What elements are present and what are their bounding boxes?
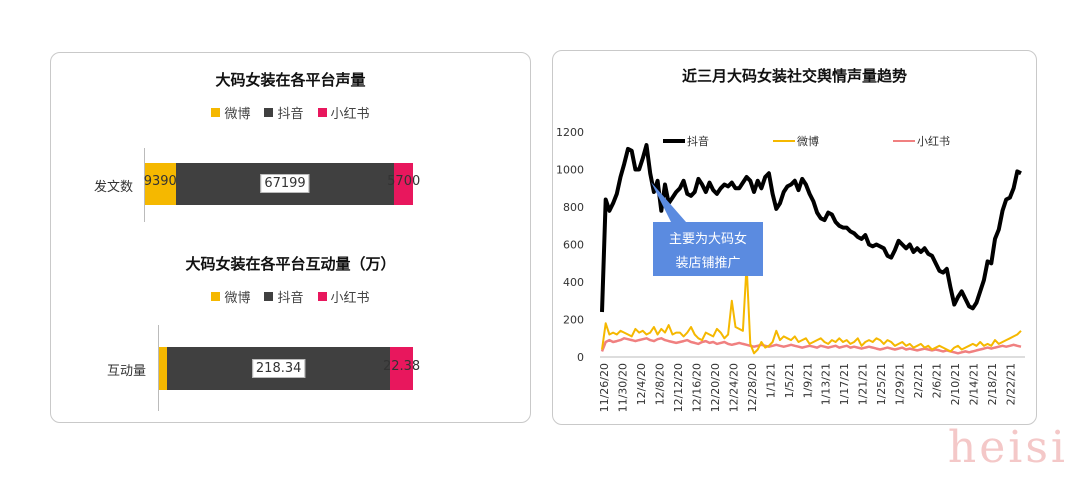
xhs-value-label: 22.38 (382, 358, 421, 374)
volume-chart-legend: 微博 抖音 小红书 (51, 103, 530, 122)
x-tick-label: 1/1/21 (764, 363, 777, 398)
legend-swatch (211, 108, 221, 117)
y-tick-label: 1000 (556, 164, 584, 177)
trend-line-chart: 0 200 400 600 800 1000 1200 11/26/20 11/30/20 12/… (556, 126, 1025, 412)
x-tick-label: 11/30/20 (616, 363, 629, 412)
douyin-value-label: 67199 (260, 174, 310, 193)
legend-item-weibo: 微博 (211, 287, 250, 306)
legend-label: 小红书 (330, 291, 370, 306)
series-line-douyin (600, 143, 1022, 313)
x-tick-label: 1/21/21 (857, 363, 870, 405)
y-tick-label: 0 (577, 351, 584, 364)
volume-axis (144, 148, 145, 222)
series-line-weibo (601, 264, 1022, 355)
legend-item-xhs: 小红书 (317, 287, 370, 306)
y-tick-label: 600 (563, 239, 584, 252)
x-tick-label: 1/9/21 (801, 363, 814, 398)
interaction-category-label: 互动量 (106, 364, 146, 379)
x-tick-label: 1/13/21 (820, 363, 833, 405)
x-tick-label: 1/25/21 (875, 363, 888, 405)
x-tick-label: 12/24/20 (727, 363, 740, 412)
x-tick-label: 11/26/20 (598, 363, 611, 412)
x-tick-label: 12/16/20 (690, 363, 703, 412)
watermark: heisi (947, 422, 1068, 473)
callout-text-line: 装店铺推广 (675, 256, 740, 271)
interaction-chart-title: 大码女装在各平台互动量（万） (185, 255, 396, 273)
callout-text-line: 主要为大码女 (669, 231, 747, 247)
legend-swatch (264, 292, 274, 301)
legend-label: 微博 (797, 134, 819, 148)
callout-box (653, 222, 763, 276)
legend-label: 微博 (224, 107, 251, 122)
xhs-value-label: 5700 (387, 174, 421, 189)
interaction-chart-legend: 微博 抖音 小红书 (51, 287, 530, 306)
legend-label: 微博 (224, 291, 251, 306)
legend-label: 抖音 (277, 291, 304, 306)
volume-chart-title: 大码女装在各平台声量 (215, 71, 366, 89)
legend-swatch (317, 108, 327, 117)
x-tick-label: 2/22/21 (1005, 363, 1018, 405)
legend-swatch (211, 292, 221, 301)
weibo-bar (159, 347, 168, 390)
legend-label: 抖音 (687, 134, 709, 148)
legend-label: 小红书 (917, 135, 950, 148)
y-tick-label: 800 (563, 201, 584, 214)
volume-category-label: 发文数 (93, 180, 133, 195)
legend-label: 抖音 (277, 107, 304, 122)
x-tick-label: 2/2/21 (912, 363, 925, 398)
x-tick-label: 12/20/20 (709, 363, 722, 412)
legend-swatch (264, 108, 274, 117)
right-chart-panel: 近三月大码女装社交舆情声量趋势 0 200 400 600 800 1000 1200 11/… (552, 50, 1037, 425)
x-tick-label: 1/17/21 (838, 363, 851, 405)
weibo-bar (145, 163, 176, 205)
xhs-bar (390, 347, 413, 390)
y-tick-label: 200 (563, 314, 584, 327)
legend-item-xhs: 小红书 (317, 103, 370, 122)
weibo-value-label: 9390 (143, 174, 177, 189)
left-chart-panel: 大码女装在各平台声量 微博 抖音 小红书 发文数 9390 67199 5700 大… (50, 52, 531, 423)
x-tick-label: 2/6/21 (931, 363, 944, 398)
x-tick-label: 12/4/20 (635, 363, 648, 405)
callout-pointer (651, 182, 686, 222)
douyin-value-label: 218.34 (251, 358, 306, 378)
x-tick-label: 12/12/20 (672, 363, 685, 412)
y-tick-label: 1200 (556, 126, 584, 139)
legend-item-douyin: 抖音 (264, 103, 304, 122)
x-tick-label: 2/10/21 (949, 363, 962, 405)
xhs-bar (394, 163, 413, 205)
x-tick-label: 1/5/21 (783, 363, 796, 398)
x-tick-label: 12/8/20 (653, 363, 666, 405)
legend-item-douyin: 抖音 (264, 287, 304, 306)
legend-label: 小红书 (330, 107, 370, 122)
legend-item-weibo: 微博 (211, 103, 250, 122)
y-tick-label: 400 (563, 276, 584, 289)
x-tick-label: 1/29/21 (894, 363, 907, 405)
trend-chart-title: 近三月大码女装社交舆情声量趋势 (681, 67, 907, 85)
x-tick-label: 12/28/20 (746, 363, 759, 412)
x-tick-label: 2/14/21 (968, 363, 981, 405)
interaction-axis (158, 325, 159, 411)
legend-swatch (317, 292, 327, 301)
x-tick-label: 2/18/21 (986, 363, 999, 405)
